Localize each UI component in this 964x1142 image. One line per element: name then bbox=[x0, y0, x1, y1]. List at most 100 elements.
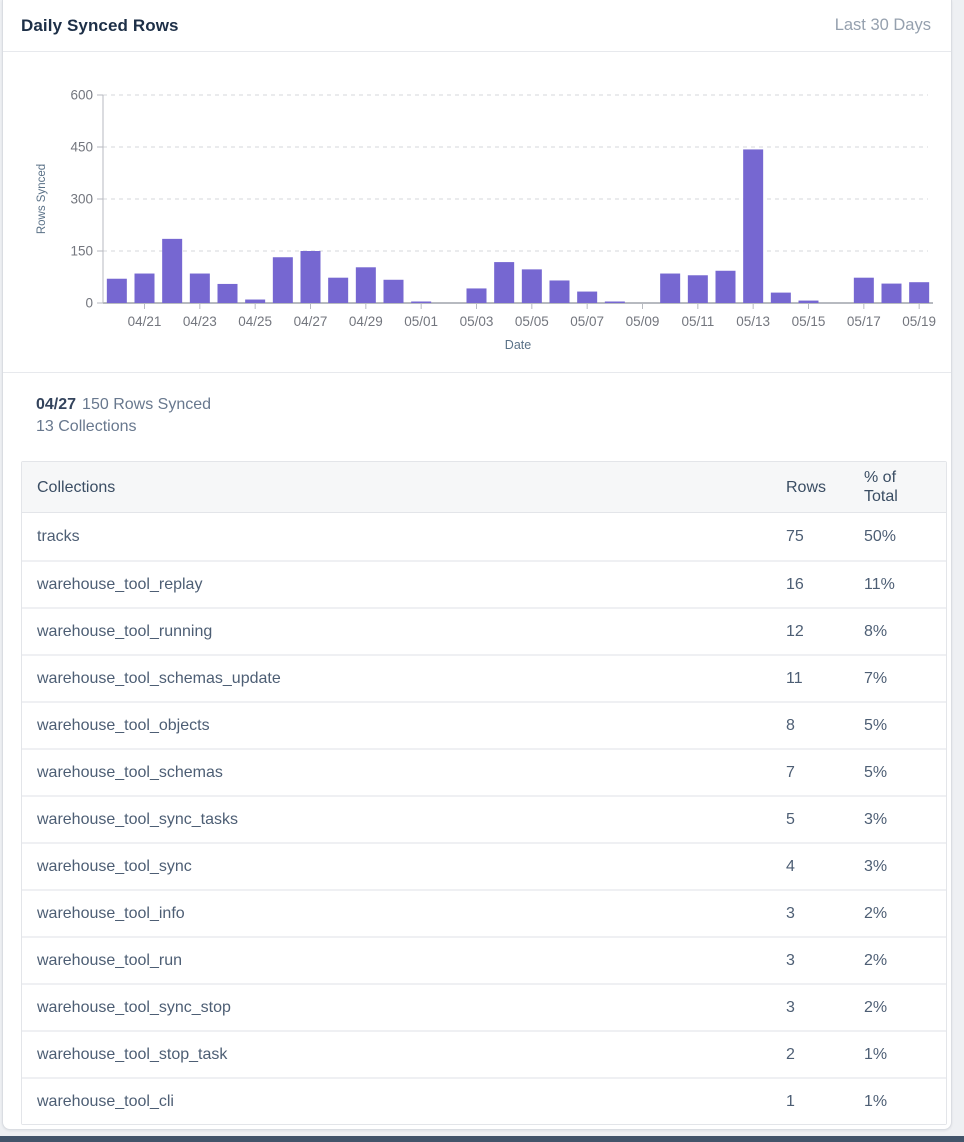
collection-name-cell: warehouse_tool_replay bbox=[22, 560, 786, 607]
x-tick-label: 04/25 bbox=[238, 314, 272, 329]
rows-count-cell: 12 bbox=[786, 607, 864, 654]
bar-05/06[interactable] bbox=[549, 280, 570, 303]
card-header: Daily Synced Rows Last 30 Days bbox=[3, 0, 951, 52]
table-row: warehouse_tool_info 3 2% bbox=[22, 889, 946, 936]
x-tick-label: 04/27 bbox=[294, 314, 328, 329]
x-tick-label: 05/03 bbox=[460, 314, 494, 329]
bar-05/07[interactable] bbox=[577, 291, 598, 303]
pct-of-total-cell: 8% bbox=[864, 607, 946, 654]
bar-04/26[interactable] bbox=[272, 257, 293, 303]
table-row: warehouse_tool_running 12 8% bbox=[22, 607, 946, 654]
pct-of-total-cell: 5% bbox=[864, 701, 946, 748]
table-header-row: Collections Rows % of Total bbox=[22, 462, 946, 513]
table-row: warehouse_tool_objects 8 5% bbox=[22, 701, 946, 748]
bar-05/12[interactable] bbox=[715, 270, 736, 303]
table-row: warehouse_tool_schemas_update 11 7% bbox=[22, 654, 946, 701]
column-header-collections: Collections bbox=[22, 462, 786, 513]
x-tick-label: 04/23 bbox=[183, 314, 217, 329]
bar-04/22[interactable] bbox=[162, 238, 183, 303]
collection-name-cell: warehouse_tool_sync bbox=[22, 842, 786, 889]
collection-name-cell: warehouse_tool_sync_stop bbox=[22, 983, 786, 1030]
bar-05/04[interactable] bbox=[494, 262, 515, 303]
bar-04/28[interactable] bbox=[328, 277, 349, 303]
selected-date: 04/27 bbox=[36, 396, 77, 413]
bar-04/25[interactable] bbox=[245, 299, 266, 303]
bar-05/03[interactable] bbox=[466, 288, 487, 303]
rows-count-cell: 3 bbox=[786, 936, 864, 983]
bar-04/29[interactable] bbox=[355, 267, 376, 303]
collections-table-body: tracks 75 50% warehouse_tool_replay 16 1… bbox=[22, 513, 946, 1124]
bar-05/01[interactable] bbox=[411, 301, 432, 304]
table-row: warehouse_tool_sync_stop 3 2% bbox=[22, 983, 946, 1030]
table-row: warehouse_tool_schemas 7 5% bbox=[22, 748, 946, 795]
collection-name-cell: warehouse_tool_objects bbox=[22, 701, 786, 748]
pct-of-total-cell: 11% bbox=[864, 560, 946, 607]
x-tick-label: 04/29 bbox=[349, 314, 383, 329]
rows-count-cell: 75 bbox=[786, 513, 864, 560]
bar-05/18[interactable] bbox=[881, 283, 902, 303]
bar-05/05[interactable] bbox=[521, 269, 542, 303]
x-tick-label: 05/09 bbox=[626, 314, 660, 329]
pct-of-total-cell: 50% bbox=[864, 513, 946, 560]
x-tick-label: 05/13 bbox=[736, 314, 770, 329]
selected-day-summary: 04/27 150 Rows Synced 13 Collections bbox=[3, 373, 951, 461]
pct-of-total-cell: 2% bbox=[864, 889, 946, 936]
bar-05/14[interactable] bbox=[770, 292, 791, 303]
bar-05/11[interactable] bbox=[687, 275, 708, 303]
rows-count-cell: 3 bbox=[786, 983, 864, 1030]
bar-04/27[interactable] bbox=[300, 251, 321, 303]
pct-of-total-cell: 5% bbox=[864, 748, 946, 795]
collection-name-cell: warehouse_tool_run bbox=[22, 936, 786, 983]
pct-of-total-cell: 2% bbox=[864, 983, 946, 1030]
collections-table: Collections Rows % of Total tracks 75 50… bbox=[21, 461, 947, 1125]
bar-05/15[interactable] bbox=[798, 300, 819, 303]
bar-05/13[interactable] bbox=[743, 149, 764, 303]
y-tick-label: 600 bbox=[70, 88, 93, 103]
x-tick-label: 05/07 bbox=[570, 314, 604, 329]
bar-04/24[interactable] bbox=[217, 283, 238, 303]
bar-04/20[interactable] bbox=[106, 278, 127, 303]
bar-04/23[interactable] bbox=[189, 273, 210, 303]
daily-synced-rows-card: Daily Synced Rows Last 30 Days 0 150 300 45… bbox=[2, 0, 952, 1130]
x-axis-title: Date bbox=[505, 338, 531, 352]
bar-05/19[interactable] bbox=[909, 282, 930, 303]
y-axis-title: Rows Synced bbox=[36, 164, 48, 234]
column-header-pct-of-total: % of Total bbox=[864, 462, 946, 513]
rows-count-cell: 16 bbox=[786, 560, 864, 607]
pct-of-total-cell: 2% bbox=[864, 936, 946, 983]
bar-05/10[interactable] bbox=[660, 273, 681, 303]
table-row: warehouse_tool_sync_tasks 5 3% bbox=[22, 795, 946, 842]
bar-04/30[interactable] bbox=[383, 279, 404, 303]
table-row: warehouse_tool_cli 1 1% bbox=[22, 1077, 946, 1124]
rows-count-cell: 3 bbox=[786, 889, 864, 936]
pct-of-total-cell: 3% bbox=[864, 842, 946, 889]
rows-count-cell: 5 bbox=[786, 795, 864, 842]
rows-count-cell: 4 bbox=[786, 842, 864, 889]
selected-rows-text: 150 Rows Synced bbox=[82, 396, 212, 413]
bar-04/21[interactable] bbox=[134, 273, 155, 303]
y-tick-label: 0 bbox=[85, 296, 93, 311]
selected-collections-count: 13 Collections bbox=[36, 418, 137, 435]
table-row: warehouse_tool_run 3 2% bbox=[22, 936, 946, 983]
pct-of-total-cell: 1% bbox=[864, 1030, 946, 1077]
y-tick-label: 300 bbox=[70, 192, 93, 207]
x-tick-label: 05/01 bbox=[404, 314, 438, 329]
bar-05/08[interactable] bbox=[604, 301, 625, 304]
bar-05/17[interactable] bbox=[853, 277, 874, 303]
table-row: warehouse_tool_sync 4 3% bbox=[22, 842, 946, 889]
rows-count-cell: 7 bbox=[786, 748, 864, 795]
collection-name-cell: warehouse_tool_schemas_update bbox=[22, 654, 786, 701]
collection-name-cell: warehouse_tool_schemas bbox=[22, 748, 786, 795]
column-header-rows: Rows bbox=[786, 462, 864, 513]
table-row: warehouse_tool_stop_task 2 1% bbox=[22, 1030, 946, 1077]
table-row: tracks 75 50% bbox=[22, 513, 946, 560]
chart-section: 0 150 300 450 600 04/21 04/23 04/25 04/27 04/29 05… bbox=[3, 52, 951, 373]
selected-day-rows: 04/27 150 Rows Synced bbox=[36, 394, 935, 415]
rows-count-cell: 1 bbox=[786, 1077, 864, 1124]
y-tick-label: 150 bbox=[70, 244, 93, 259]
rows-count-cell: 11 bbox=[786, 654, 864, 701]
collection-name-cell: warehouse_tool_running bbox=[22, 607, 786, 654]
collection-name-cell: tracks bbox=[22, 513, 786, 560]
collection-name-cell: warehouse_tool_sync_tasks bbox=[22, 795, 786, 842]
